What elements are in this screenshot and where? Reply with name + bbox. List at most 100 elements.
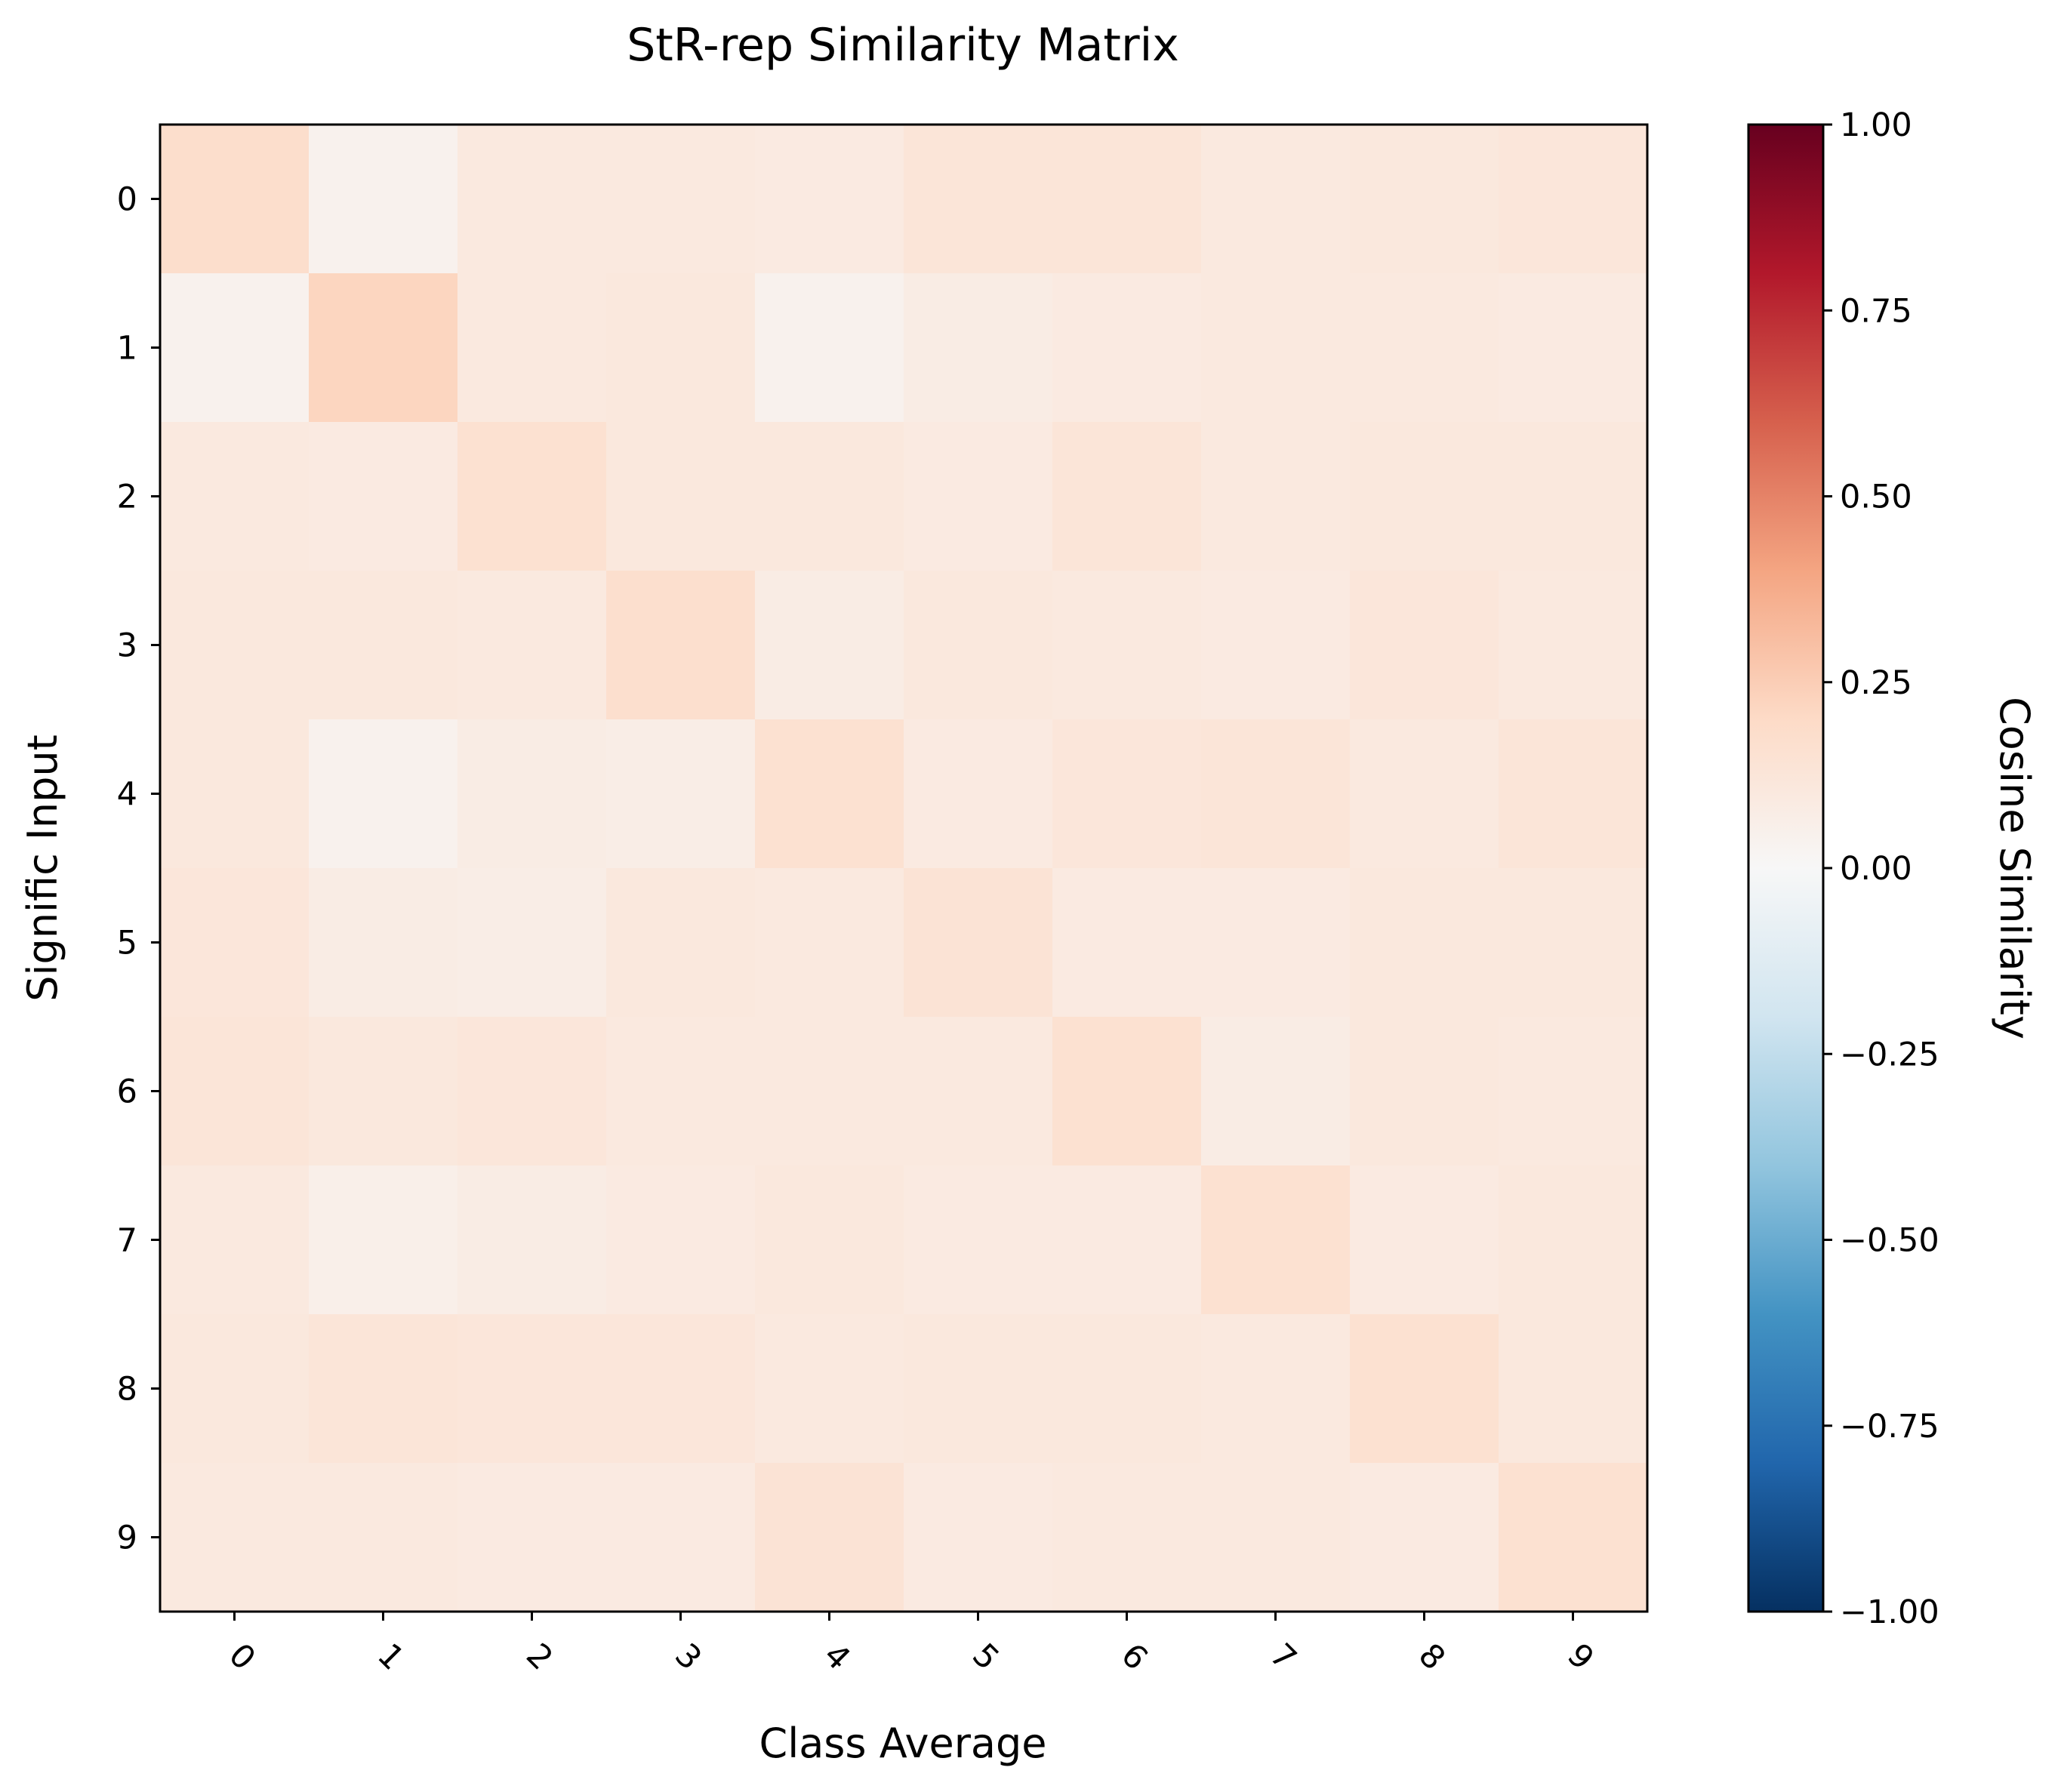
heatmap-cell-r3-c9 xyxy=(1499,571,1648,720)
y-tick-label: 8 xyxy=(117,1371,137,1409)
heatmap-cell-r1-c3 xyxy=(606,273,756,423)
heatmap-cell-r2-c4 xyxy=(755,422,904,571)
heatmap-cell-r4-c4 xyxy=(755,719,904,869)
heatmap-cell-r9-c5 xyxy=(904,1463,1053,1612)
heatmap-cell-r7-c5 xyxy=(904,1165,1053,1315)
heatmap-cell-r9-c2 xyxy=(457,1463,607,1612)
heatmap-cell-r7-c4 xyxy=(755,1165,904,1315)
heatmap-cell-r1-c1 xyxy=(309,273,458,423)
heatmap-cell-r4-c2 xyxy=(457,719,607,869)
heatmap-cell-r6-c0 xyxy=(160,1017,310,1166)
heatmap-cell-r3-c5 xyxy=(904,571,1053,720)
heatmap-cell-r1-c6 xyxy=(1052,273,1202,423)
colorbar-tick-label: 0.75 xyxy=(1840,292,1912,330)
plot-frame xyxy=(159,123,1649,1613)
heatmap-cell-r7-c0 xyxy=(160,1165,310,1315)
heatmap-cell-r2-c3 xyxy=(606,422,756,571)
colorbar-tick-label: −0.75 xyxy=(1840,1408,1939,1446)
y-tick-label: 0 xyxy=(117,181,137,219)
x-tick-label: 3 xyxy=(667,1637,709,1678)
heatmap-cell-r4-c7 xyxy=(1201,719,1351,869)
heatmap-cell-r1-c5 xyxy=(904,273,1053,423)
x-tick-label: 0 xyxy=(221,1637,263,1678)
heatmap-cell-r4-c8 xyxy=(1350,719,1499,869)
heatmap-cell-r9-c7 xyxy=(1201,1463,1351,1612)
heatmap-cell-r9-c4 xyxy=(755,1463,904,1612)
heatmap-cell-r9-c0 xyxy=(160,1463,310,1612)
y-tick-label: 6 xyxy=(117,1073,137,1111)
heatmap-cell-r4-c0 xyxy=(160,719,310,869)
x-tick-label: 7 xyxy=(1262,1637,1304,1678)
x-tick-label: 1 xyxy=(370,1637,411,1678)
heatmap-cell-r8-c3 xyxy=(606,1314,756,1464)
heatmap-cell-r2-c1 xyxy=(309,422,458,571)
heatmap-cell-r6-c2 xyxy=(457,1017,607,1166)
colorbar-tick-label: 0.50 xyxy=(1840,479,1912,516)
y-tick-label: 5 xyxy=(117,925,137,962)
heatmap-cell-r0-c9 xyxy=(1499,125,1648,274)
heatmap-cell-r8-c7 xyxy=(1201,1314,1351,1464)
heatmap-cell-r6-c4 xyxy=(755,1017,904,1166)
heatmap-cell-r5-c3 xyxy=(606,868,756,1018)
heatmap-cell-r0-c0 xyxy=(160,125,310,274)
heatmap-cell-r4-c3 xyxy=(606,719,756,869)
y-axis-ticks: 0 1 2 3 4 5 6 7 8 9 xyxy=(117,181,160,1557)
heatmap-cell-r2-c7 xyxy=(1201,422,1351,571)
heatmap-cell-r1-c8 xyxy=(1350,273,1499,423)
chart-title: StR-rep Similarity Matrix xyxy=(627,19,1179,72)
heatmap-cell-r6-c9 xyxy=(1499,1017,1648,1166)
heatmap-cell-r7-c3 xyxy=(606,1165,756,1315)
heatmap-cell-r8-c2 xyxy=(457,1314,607,1464)
heatmap-cell-r1-c2 xyxy=(457,273,607,423)
heatmap-cell-r8-c5 xyxy=(904,1314,1053,1464)
x-axis-ticks: 0 1 2 3 4 5 6 7 8 9 xyxy=(221,1612,1601,1677)
y-tick-label: 9 xyxy=(117,1520,137,1557)
colorbar xyxy=(1747,123,1825,1613)
heatmap-cell-r7-c6 xyxy=(1052,1165,1202,1315)
heatmap-cell-r5-c8 xyxy=(1350,868,1499,1018)
heatmap-cell-r8-c6 xyxy=(1052,1314,1202,1464)
heatmap-cell-r3-c1 xyxy=(309,571,458,720)
heatmap-cell-r0-c7 xyxy=(1201,125,1351,274)
heatmap-cell-r4-c5 xyxy=(904,719,1053,869)
y-tick-label: 1 xyxy=(117,330,137,368)
heatmap-cell-r0-c6 xyxy=(1052,125,1202,274)
heatmap-cell-r4-c1 xyxy=(309,719,458,869)
colorbar-tick-label: 0.00 xyxy=(1840,850,1912,888)
heatmap-cell-r2-c5 xyxy=(904,422,1053,571)
heatmap-cell-r5-c9 xyxy=(1499,868,1648,1018)
colorbar-label: Cosine Similarity xyxy=(1991,697,2038,1039)
heatmap-cell-r2-c0 xyxy=(160,422,310,571)
heatmap-cell-r3-c0 xyxy=(160,571,310,720)
colorbar-tick-label: −0.25 xyxy=(1840,1036,1939,1073)
heatmap-cells xyxy=(160,125,1648,1612)
heatmap-cell-r7-c9 xyxy=(1499,1165,1648,1315)
heatmap-cell-r6-c7 xyxy=(1201,1017,1351,1166)
heatmap-cell-r1-c4 xyxy=(755,273,904,423)
heatmap-cell-r9-c1 xyxy=(309,1463,458,1612)
colorbar-tick-label: −0.50 xyxy=(1840,1222,1939,1260)
y-tick-label: 2 xyxy=(117,479,137,516)
heatmap-cell-r0-c5 xyxy=(904,125,1053,274)
heatmap-cell-r5-c2 xyxy=(457,868,607,1018)
heatmap-cell-r0-c2 xyxy=(457,125,607,274)
colorbar-tick-label: 0.25 xyxy=(1840,664,1912,702)
heatmap-cell-r9-c3 xyxy=(606,1463,756,1612)
heatmap-cell-r5-c4 xyxy=(755,868,904,1018)
heatmap-cell-r4-c6 xyxy=(1052,719,1202,869)
heatmap-cell-r5-c6 xyxy=(1052,868,1202,1018)
heatmap-cell-r6-c3 xyxy=(606,1017,756,1166)
x-tick-label: 6 xyxy=(1114,1637,1155,1678)
heatmap-cell-r8-c9 xyxy=(1499,1314,1648,1464)
heatmap-cell-r3-c7 xyxy=(1201,571,1351,720)
heatmap-cell-r7-c2 xyxy=(457,1165,607,1315)
x-tick-label: 5 xyxy=(965,1637,1006,1678)
heatmap-cell-r8-c1 xyxy=(309,1314,458,1464)
heatmap-cell-r6-c6 xyxy=(1052,1017,1202,1166)
heatmap-cell-r9-c8 xyxy=(1350,1463,1499,1612)
heatmap-cell-r2-c8 xyxy=(1350,422,1499,571)
heatmap-cell-r3-c2 xyxy=(457,571,607,720)
heatmap-cell-r2-c9 xyxy=(1499,422,1648,571)
heatmap-cell-r1-c0 xyxy=(160,273,310,423)
